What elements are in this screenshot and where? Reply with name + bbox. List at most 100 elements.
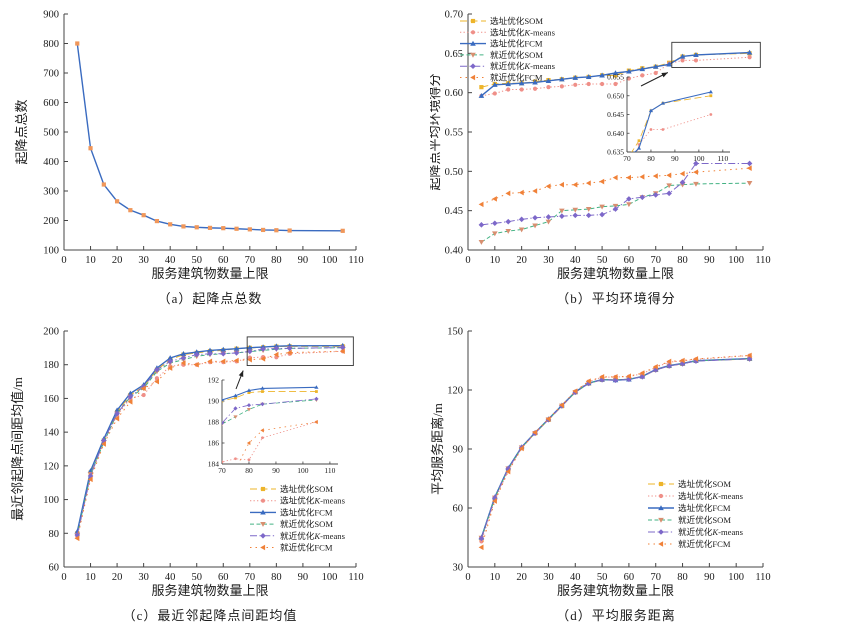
svg-text:服务建筑物数量上限: 服务建筑物数量上限 (151, 583, 268, 598)
svg-text:服务建筑物数量上限: 服务建筑物数量上限 (151, 266, 268, 281)
svg-text:选址优化FCM: 选址优化FCM (490, 38, 543, 49)
svg-text:0: 0 (61, 255, 66, 266)
svg-text:110: 110 (717, 154, 728, 163)
svg-text:60: 60 (453, 504, 464, 515)
svg-text:选址优化K-means: 选址优化K-means (280, 495, 346, 506)
panel-b-avg-env-score: 0 10 20 30 40 50 60 70 80 90 100 110 0.40 0.45 0.50 0.5… (430, 0, 860, 317)
svg-text:20: 20 (112, 255, 123, 266)
svg-text:选址优化K-means: 选址优化K-means (678, 490, 744, 501)
svg-text:186: 186 (208, 439, 220, 448)
svg-text:100: 100 (322, 255, 338, 266)
svg-text:0.45: 0.45 (445, 206, 463, 217)
svg-text:50: 50 (191, 255, 202, 266)
svg-text:90: 90 (704, 572, 715, 583)
svg-text:100: 100 (322, 572, 338, 583)
svg-text:30: 30 (138, 572, 149, 583)
svg-text:0.65: 0.65 (445, 49, 463, 60)
svg-text:0: 0 (465, 255, 470, 266)
svg-text:100: 100 (693, 154, 705, 163)
svg-text:100: 100 (728, 255, 744, 266)
chart-d-canvas: 0 10 20 30 40 50 60 70 80 90 100 110 30 60 90 120 150 服务建… (430, 327, 771, 599)
svg-text:0.70: 0.70 (445, 10, 463, 21)
svg-text:起降点总数: 起降点总数 (14, 99, 29, 164)
svg-text:90: 90 (671, 154, 679, 163)
svg-text:100: 100 (43, 495, 59, 506)
svg-text:70: 70 (218, 466, 226, 475)
panel-c-caption: （c）最近邻起降点间距均值 (122, 608, 298, 623)
svg-text:40: 40 (570, 255, 581, 266)
svg-text:0: 0 (465, 572, 470, 583)
svg-text:就近优化SOM: 就近优化SOM (280, 518, 333, 529)
svg-text:60: 60 (624, 572, 635, 583)
svg-text:120: 120 (43, 461, 59, 472)
svg-text:60: 60 (218, 255, 229, 266)
svg-text:70: 70 (650, 572, 661, 583)
svg-text:20: 20 (112, 572, 123, 583)
svg-text:40: 40 (165, 572, 176, 583)
svg-text:20: 20 (516, 572, 527, 583)
svg-text:选址优化FCM: 选址优化FCM (280, 506, 333, 517)
svg-text:30: 30 (543, 255, 554, 266)
svg-text:90: 90 (453, 445, 464, 456)
svg-text:0.640: 0.640 (607, 129, 624, 138)
chart-a-canvas: 0 10 20 30 40 50 60 70 80 90 100 110 100 200 300 400 500… (14, 10, 364, 282)
svg-text:188: 188 (208, 418, 220, 427)
svg-text:70: 70 (623, 154, 631, 163)
svg-text:0.40: 0.40 (445, 246, 463, 257)
svg-text:0.60: 0.60 (445, 88, 463, 99)
svg-text:40: 40 (570, 572, 581, 583)
svg-text:30: 30 (138, 255, 149, 266)
svg-text:就近优化SOM: 就近优化SOM (678, 514, 731, 525)
svg-text:900: 900 (43, 10, 59, 21)
svg-text:最近邻起降点间距均值/m: 最近邻起降点间距均值/m (10, 377, 25, 521)
svg-text:80: 80 (677, 572, 688, 583)
svg-text:100: 100 (297, 466, 309, 475)
chart-b-canvas: 0 10 20 30 40 50 60 70 80 90 100 110 0.40 0.45 0.50 0.5… (430, 10, 771, 282)
panel-b-caption: （b）平均环境得分 (556, 291, 676, 306)
svg-text:110: 110 (324, 466, 335, 475)
svg-text:192: 192 (208, 376, 220, 385)
chart-c-canvas: 0 10 20 30 40 50 60 70 80 90 100 110 60 80 100 120 140 16… (10, 327, 364, 599)
svg-text:平均服务距离/m: 平均服务距离/m (430, 403, 445, 495)
svg-text:60: 60 (624, 255, 635, 266)
svg-text:就近优化K-means: 就近优化K-means (280, 530, 346, 541)
svg-text:60: 60 (49, 563, 60, 574)
svg-text:110: 110 (348, 255, 363, 266)
svg-text:起降点平均环境得分: 起降点平均环境得分 (430, 73, 442, 190)
svg-text:80: 80 (677, 255, 688, 266)
svg-text:800: 800 (43, 39, 59, 50)
svg-text:就近优化K-means: 就近优化K-means (490, 60, 556, 71)
svg-text:选址优化SOM: 选址优化SOM (678, 478, 731, 489)
panel-c-nearest-neighbor-distance: 0 10 20 30 40 50 60 70 80 90 100 110 60 80 100 120 140 16… (0, 317, 430, 634)
svg-text:0.645: 0.645 (607, 110, 624, 119)
svg-text:50: 50 (597, 572, 608, 583)
panel-d-caption: （d）平均服务距离 (556, 608, 676, 623)
svg-text:0.55: 0.55 (445, 128, 463, 139)
svg-text:选址优化SOM: 选址优化SOM (280, 483, 333, 494)
svg-text:80: 80 (245, 466, 253, 475)
svg-text:90: 90 (298, 255, 309, 266)
svg-text:600: 600 (43, 98, 59, 109)
svg-text:40: 40 (165, 255, 176, 266)
svg-text:70: 70 (245, 255, 256, 266)
panel-a-total-points: 0 10 20 30 40 50 60 70 80 90 100 110 100 200 300 400 500… (0, 0, 430, 317)
svg-text:184: 184 (208, 460, 220, 469)
svg-text:160: 160 (43, 394, 59, 405)
svg-text:90: 90 (272, 466, 280, 475)
svg-text:200: 200 (43, 327, 59, 338)
svg-text:20: 20 (516, 255, 527, 266)
svg-text:80: 80 (49, 529, 60, 540)
svg-text:10: 10 (490, 255, 501, 266)
svg-text:选址优化SOM: 选址优化SOM (490, 15, 543, 26)
svg-text:140: 140 (43, 428, 59, 439)
svg-text:0.635: 0.635 (607, 148, 624, 157)
svg-text:200: 200 (43, 216, 59, 227)
panel-a-caption: （a）起降点总数 (157, 291, 263, 306)
svg-text:就近优化K-means: 就近优化K-means (678, 526, 744, 537)
svg-text:100: 100 (43, 246, 59, 257)
svg-text:50: 50 (597, 255, 608, 266)
panel-d-avg-service-distance: 0 10 20 30 40 50 60 70 80 90 100 110 30 60 90 120 150 服务建… (430, 317, 860, 634)
svg-text:90: 90 (704, 255, 715, 266)
svg-text:选址优化K-means: 选址优化K-means (490, 26, 556, 37)
